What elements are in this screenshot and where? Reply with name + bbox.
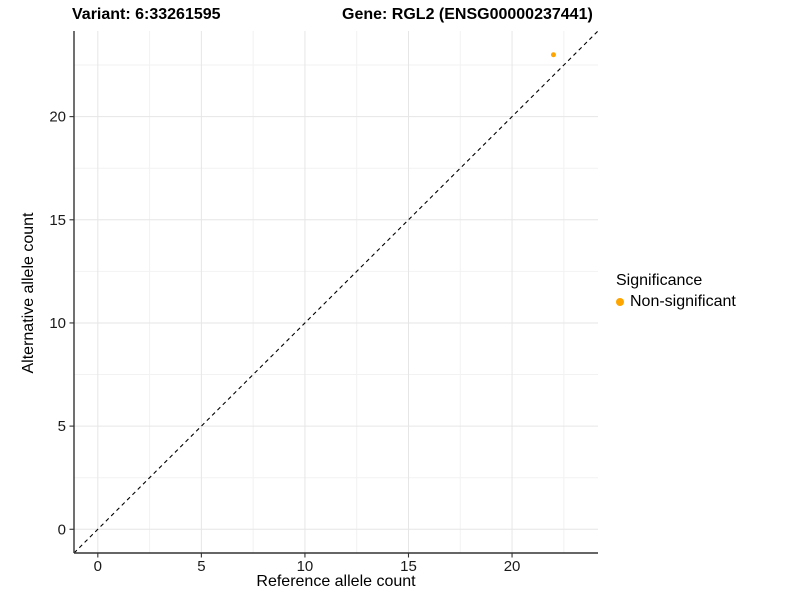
identity-dashed-line [73,30,599,554]
legend-item-label: Non-significant [630,293,736,310]
x-tick-label: 5 [197,558,205,575]
y-tick-label: 10 [49,315,66,332]
x-tick-label: 10 [297,558,314,575]
x-axis-title: Reference allele count [256,573,416,590]
plot-title-variant: Variant: 6:33261595 [72,6,221,23]
x-tick-label: 15 [400,558,417,575]
legend: Significance Non-significant [616,272,736,311]
y-tick-label: 0 [58,521,66,538]
y-tick-label: 20 [49,109,66,126]
x-tick-label: 20 [504,558,521,575]
y-tick-label: 15 [49,212,66,229]
legend-title: Significance [616,272,703,289]
x-tick-label: 0 [94,558,102,575]
plot-title-gene: Gene: RGL2 (ENSG00000237441) [342,6,593,23]
legend-point-icon [616,298,624,306]
y-axis-title: Alternative allele count [20,212,37,374]
y-tick-label: 5 [58,418,66,435]
data-point [550,52,556,58]
legend-item-non-significant: Non-significant [616,293,736,311]
